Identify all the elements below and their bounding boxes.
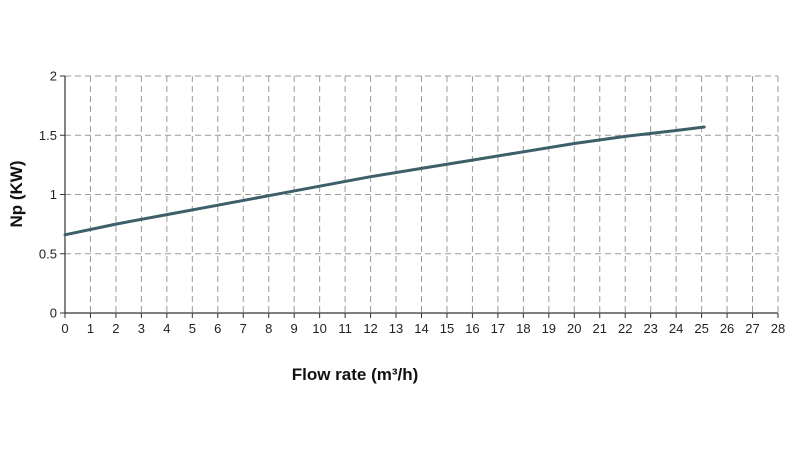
x-tick-label: 28: [771, 321, 785, 336]
x-tick-label: 0: [61, 321, 68, 336]
series-line: [63, 125, 706, 237]
x-tick-label: 8: [265, 321, 272, 336]
x-tick-label: 17: [491, 321, 505, 336]
x-tick-label: 21: [593, 321, 607, 336]
x-tick-label: 6: [214, 321, 221, 336]
y-axis-title: Np (KW): [7, 160, 26, 227]
x-tick-label: 26: [720, 321, 734, 336]
tick-labels: 0 1 2 3 4 5 6 7 8 9 10 11 12 13 14 15 16 17 18 19 20 21 22 23 24…: [39, 69, 785, 337]
y-tick-label: 0: [50, 306, 57, 321]
x-tick-label: 15: [440, 321, 454, 336]
x-tick-label: 20: [567, 321, 581, 336]
x-tick-label: 3: [138, 321, 145, 336]
x-tick-label: 23: [643, 321, 657, 336]
x-tick-label: 13: [389, 321, 403, 336]
x-tick-label: 1: [87, 321, 94, 336]
y-tick-label: 0.5: [39, 246, 57, 261]
x-tick-label: 27: [745, 321, 759, 336]
x-tick-label: 24: [669, 321, 683, 336]
x-tick-label: 18: [516, 321, 530, 336]
x-tick-label: 10: [312, 321, 326, 336]
x-tick-label: 19: [542, 321, 556, 336]
x-tick-label: 14: [414, 321, 428, 336]
x-tick-label: 22: [618, 321, 632, 336]
x-tick-label: 5: [189, 321, 196, 336]
x-tick-label: 11: [338, 321, 352, 336]
x-tick-label: 9: [291, 321, 298, 336]
x-tick-label: 4: [163, 321, 170, 336]
y-tick-label: 2: [50, 69, 57, 84]
y-tick-label: 1: [50, 187, 57, 202]
x-tick-label: 7: [240, 321, 247, 336]
y-tick-label: 1.5: [39, 128, 57, 143]
x-axis-title: Flow rate (m³/h): [292, 365, 419, 384]
series: [63, 125, 706, 237]
x-tick-label: 2: [112, 321, 119, 336]
x-tick-label: 25: [694, 321, 708, 336]
x-tick-label: 12: [363, 321, 377, 336]
x-tick-label: 16: [465, 321, 479, 336]
axes: [60, 75, 779, 318]
grid: [65, 75, 779, 313]
